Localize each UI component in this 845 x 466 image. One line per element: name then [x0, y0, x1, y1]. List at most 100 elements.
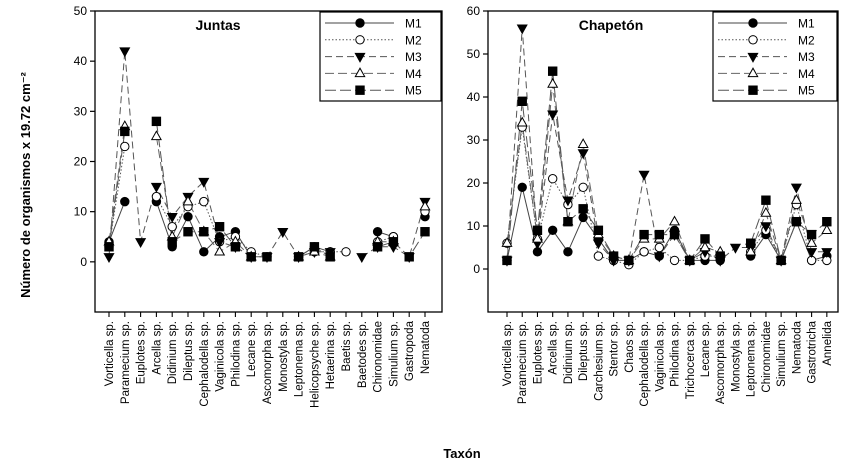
data-point-m3	[577, 149, 589, 160]
x-tick-label: Vaginicola sp.	[654, 321, 666, 392]
data-point-m5	[532, 225, 543, 236]
data-point-m1	[578, 212, 588, 223]
data-point-m2	[199, 196, 209, 207]
data-point-m3	[760, 222, 772, 233]
data-point-m5	[715, 251, 725, 261]
data-point-m2	[547, 174, 558, 184]
y-axis-label: Número de organismos x 19.72 cm⁻²	[18, 71, 33, 297]
legend-marker-m4	[354, 67, 366, 78]
x-tick-label: Arcella sp.	[548, 321, 560, 375]
data-point-m3	[135, 238, 147, 248]
data-point-m4	[547, 77, 559, 88]
data-point-m5	[608, 251, 619, 261]
x-tick-label: Lecane sp.	[246, 321, 258, 377]
plot-frame	[487, 10, 839, 313]
x-tick-label: Philodina sp.	[670, 321, 682, 387]
x-axis-label: Taxón	[443, 446, 480, 461]
data-point-m5	[104, 242, 114, 252]
x-tick-label: Baetodes sp.	[357, 321, 369, 388]
y-tick-label: 20	[74, 155, 88, 169]
data-point-m5	[700, 234, 710, 244]
data-point-m5	[262, 252, 272, 262]
data-point-m4	[790, 193, 802, 204]
x-tick-label: Stentor sp.	[609, 321, 621, 377]
data-point-m2	[639, 247, 649, 257]
x-tick-label: Cephalodella sp.	[199, 321, 211, 407]
x-tick-label: Monostyla sp.	[278, 321, 290, 392]
data-point-m5	[183, 227, 193, 237]
data-point-m3	[592, 239, 604, 250]
data-point-m5	[669, 229, 680, 240]
x-tick-label: Leptonema sp.	[746, 321, 758, 397]
x-tick-label: Arcella sp.	[151, 321, 163, 375]
data-point-m4	[150, 130, 162, 141]
data-point-m3	[119, 47, 131, 58]
y-tick-label: 0	[80, 255, 87, 269]
data-point-m5	[404, 252, 414, 262]
x-tick-label: Didinium sp.	[167, 321, 179, 384]
y-tick-label: 50	[467, 47, 481, 61]
y-tick-label: 10	[74, 205, 88, 219]
legend-label-m3: M3	[405, 50, 422, 64]
data-point-m1	[547, 225, 558, 236]
data-point-m5	[761, 195, 771, 205]
x-tick-label: Nematoda	[420, 320, 432, 374]
chart-title: Chapetón	[579, 17, 644, 33]
data-point-m5	[578, 204, 588, 214]
legend-marker-m5	[748, 85, 758, 95]
data-point-m5	[325, 252, 335, 262]
data-point-m5	[151, 116, 162, 127]
x-tick-label: Vaginicola sp.	[215, 321, 227, 392]
data-point-m3	[198, 177, 210, 188]
data-point-m5	[517, 96, 527, 106]
legend-label-m4: M4	[405, 67, 422, 81]
data-point-m4	[531, 232, 544, 243]
x-tick-label: Ascomorpha sp.	[715, 321, 727, 404]
legend-marker-m3	[747, 52, 759, 63]
data-point-m2	[593, 251, 604, 261]
legend-label-m4: M4	[798, 67, 815, 81]
data-point-m4	[214, 245, 226, 256]
legend-label-m1: M1	[798, 17, 815, 31]
data-point-m5	[791, 217, 802, 227]
x-tick-label: Ascomorpha sp.	[262, 321, 274, 404]
x-tick-label: Euplotes sp.	[136, 321, 148, 384]
x-tick-label: Gastropoda	[404, 320, 416, 381]
data-point-m1	[199, 247, 209, 257]
data-point-m4	[419, 200, 431, 211]
series-line-m5	[377, 231, 426, 258]
data-point-m4	[501, 236, 513, 247]
data-point-m5	[214, 222, 225, 232]
series-line-m4	[750, 198, 828, 263]
series-line-m2	[377, 236, 394, 243]
x-tick-label: Paramecium sp.	[517, 321, 529, 404]
x-tick-label: Cephalodella sp.	[639, 321, 651, 407]
data-point-m1	[517, 182, 527, 193]
data-point-m1	[120, 196, 130, 207]
x-tick-label: Simulium sp.	[776, 321, 788, 387]
data-point-m4	[760, 206, 772, 217]
data-point-m3	[653, 252, 665, 263]
data-point-m5	[624, 255, 634, 266]
x-tick-label: Annelida	[822, 320, 834, 365]
x-tick-label: Leptonema sp.	[294, 321, 306, 397]
x-tick-label: Vorticella sp.	[104, 321, 116, 386]
panel-chapeton: 0 10 20 30 40 50 60 Vorticella sp. Paramecium sp…	[467, 4, 839, 407]
data-point-m3	[729, 243, 742, 254]
data-point-m4	[745, 245, 757, 256]
data-point-m4	[577, 138, 589, 148]
x-tick-label: Trichocerca sp.	[685, 321, 697, 399]
y-tick-label: 10	[467, 219, 481, 233]
data-point-m3	[356, 253, 368, 264]
data-point-m5	[776, 255, 786, 266]
y-tick-label: 20	[467, 176, 481, 190]
data-point-m5	[745, 238, 756, 248]
series-line-m1	[108, 201, 126, 242]
y-tick-label: 40	[74, 54, 88, 68]
data-point-m5	[502, 255, 512, 266]
data-point-m3	[806, 248, 818, 259]
legend-label-m1: M1	[405, 17, 422, 31]
data-point-m3	[562, 196, 574, 207]
data-point-m5	[806, 229, 817, 240]
